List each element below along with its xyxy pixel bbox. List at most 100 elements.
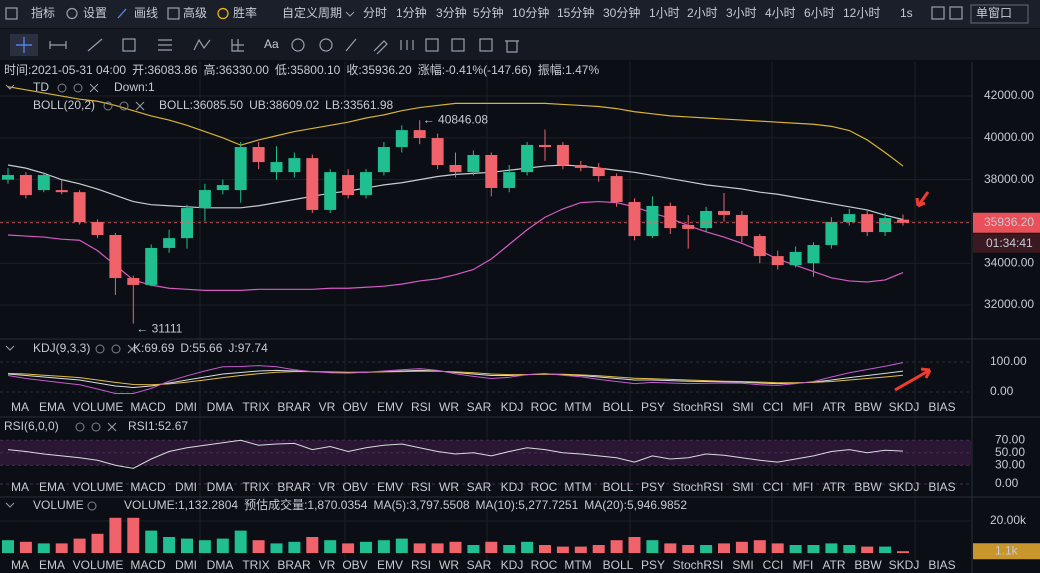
icon[interactable] [87,38,103,52]
indicator-tab[interactable]: TRIX [242,480,269,494]
indicator-tab[interactable]: EMV [377,558,403,572]
indicator-tab[interactable]: StochRSI [673,400,724,414]
indicator-tab[interactable]: BOLL [603,558,634,572]
icon[interactable] [158,39,172,51]
indicator-tab[interactable]: EMV [377,480,403,494]
icon[interactable] [479,38,493,52]
indicator-tab[interactable]: ROC [531,480,558,494]
period-button[interactable]: 分时 [363,6,387,20]
toolbar-button[interactable]: 指标 [31,5,55,20]
indicator-tab[interactable]: SAR [467,400,492,414]
window-mode[interactable]: 单窗口 [976,6,1012,20]
icon[interactable] [505,40,519,53]
indicator-tab[interactable]: WR [439,400,459,414]
indicator-tab[interactable]: BBW [854,400,882,414]
indicator-tab[interactable]: RSI [411,480,431,494]
indicator-tab[interactable]: SMI [732,558,753,572]
indicator-tab[interactable]: SMI [732,480,753,494]
settings-icon[interactable] [73,83,83,93]
indicator-tab[interactable]: BBW [854,480,882,494]
period-button[interactable]: 15分钟 [557,5,594,20]
indicator-tab[interactable]: BOLL [603,480,634,494]
indicator-tab[interactable]: ATR [822,400,845,414]
indicator-tab[interactable]: DMA [207,558,234,572]
interval-button[interactable]: 1s [900,6,913,20]
indicator-tab[interactable]: VR [319,480,336,494]
icon[interactable] [291,38,305,52]
period-button[interactable]: 2小时 [687,6,718,20]
indicator-tab[interactable]: BRAR [277,558,311,572]
period-button[interactable]: 1小时 [649,6,680,20]
icon[interactable] [451,38,465,52]
indicator-tab[interactable]: MFI [793,558,814,572]
indicator-tab[interactable]: VR [319,400,336,414]
close-icon[interactable] [89,83,99,93]
period-button[interactable]: 3小时 [726,6,757,20]
indicator-tab[interactable]: BOLL [603,400,634,414]
icon[interactable] [193,38,211,51]
indicator-tab[interactable]: BIAS [928,400,955,414]
period-button[interactable]: 4小时 [765,6,796,20]
visibility-icon[interactable] [57,83,67,93]
icon[interactable] [122,38,136,52]
indicator-tab[interactable]: KDJ [501,480,524,494]
settings-icon[interactable] [111,344,121,354]
indicator-tab[interactable]: BRAR [277,400,311,414]
indicator-tab[interactable]: EMA [39,480,65,494]
indicator-tab[interactable]: MACD [130,480,166,494]
indicator-tab[interactable]: MTM [564,400,591,414]
icon[interactable] [231,39,244,52]
indicator-tab[interactable]: OBV [342,480,367,494]
window-select[interactable] [970,4,1029,24]
icon[interactable] [16,37,32,53]
settings-icon[interactable] [87,501,97,511]
indicator-tab[interactable]: ATR [822,558,845,572]
indicator-tab[interactable]: BRAR [277,480,311,494]
period-button[interactable]: 30分钟 [603,5,640,20]
icon[interactable] [373,40,388,55]
indicator-tab[interactable]: RSI [411,400,431,414]
indicator-tab[interactable]: OBV [342,400,367,414]
indicator-tab[interactable]: PSY [641,480,665,494]
indicator-tab[interactable]: EMA [39,558,65,572]
indicator-tab[interactable]: PSY [641,400,665,414]
indicator-tab[interactable]: EMA [39,400,65,414]
toolbar-button[interactable]: 胜率 [233,5,257,20]
icon[interactable] [345,38,357,52]
period-button[interactable]: 12小时 [843,6,880,20]
indicator-tab[interactable]: MACD [130,558,166,572]
toolbar-button[interactable]: 高级 [183,5,207,20]
period-button[interactable]: 3分钟 [436,5,467,20]
indicator-tab[interactable]: MFI [793,400,814,414]
period-menu[interactable]: 自定义周期 [282,5,342,20]
indicator-tab[interactable]: CCI [763,400,784,414]
indicator-tab[interactable]: DMI [175,558,197,572]
indicator-tab[interactable]: KDJ [501,400,524,414]
indicator-tab[interactable]: SKDJ [889,480,920,494]
icon[interactable] [400,40,414,50]
indicator-tab[interactable]: SKDJ [889,400,920,414]
indicator-tab[interactable]: VOLUME [73,400,124,414]
indicator-tab[interactable]: EMV [377,400,403,414]
indicator-tab[interactable]: ROC [531,400,558,414]
period-button[interactable]: 6小时 [804,6,835,20]
indicator-tab[interactable]: WR [439,558,459,572]
indicator-tab[interactable]: VR [319,558,336,572]
indicator-tab[interactable]: BBW [854,558,882,572]
indicator-tab[interactable]: SKDJ [889,558,920,572]
visibility-icon[interactable] [103,101,113,111]
indicator-tab[interactable]: BIAS [928,480,955,494]
indicator-tab[interactable]: MA [11,558,29,572]
icon[interactable] [319,38,333,52]
toolbar-button[interactable]: 设置 [83,6,107,20]
period-button[interactable]: 5分钟 [473,5,504,20]
indicator-tab[interactable]: ROC [531,558,558,572]
indicator-tab[interactable]: MA [11,480,29,494]
period-button[interactable]: 1分钟 [396,5,427,20]
indicator-tab[interactable]: BIAS [928,558,955,572]
indicator-tab[interactable]: DMA [207,480,234,494]
indicator-tab[interactable]: StochRSI [673,480,724,494]
indicator-tab[interactable]: DMI [175,400,197,414]
indicator-tab[interactable]: MTM [564,480,591,494]
indicator-tab[interactable]: DMA [207,400,234,414]
